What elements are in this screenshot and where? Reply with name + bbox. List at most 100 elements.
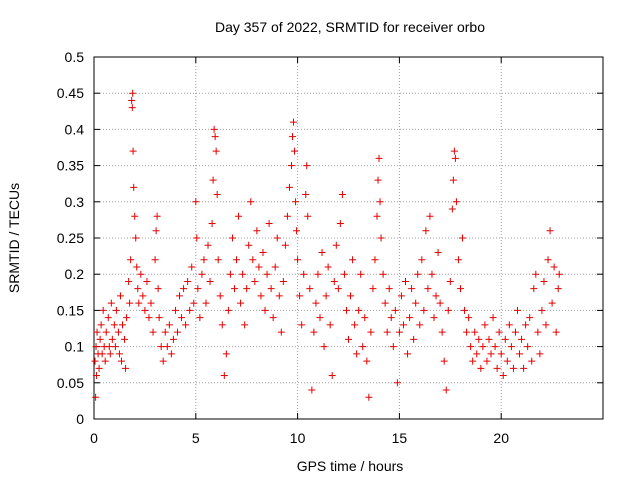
data-point (326, 321, 334, 329)
data-point (220, 372, 228, 380)
data-point (318, 248, 326, 256)
data-point (542, 321, 550, 329)
data-point (540, 277, 548, 285)
data-point (322, 292, 330, 300)
axis-ticks: 0 0.05 0.1 0.15 0.2 0.25 0.3 0.35 0.4 0.45 0.5 0 5 10… (57, 49, 603, 446)
data-point (243, 285, 251, 293)
data-point (257, 292, 265, 300)
data-point (143, 277, 151, 285)
y-tick-label: 0.2 (65, 266, 85, 282)
y-tick-label: 0.5 (65, 49, 85, 65)
data-point (154, 285, 162, 293)
data-point (149, 328, 157, 336)
data-point (395, 328, 403, 336)
data-point (351, 321, 359, 329)
data-point (379, 270, 387, 278)
data-point (391, 306, 399, 314)
data-point (434, 248, 442, 256)
data-point (369, 285, 377, 293)
data-point (117, 357, 125, 365)
data-point (130, 183, 138, 191)
data-point (121, 335, 129, 343)
data-point (347, 292, 355, 300)
data-point (194, 285, 202, 293)
data-point (294, 256, 302, 264)
data-point (487, 350, 495, 358)
data-point (275, 292, 283, 300)
data-point (115, 350, 123, 358)
data-point (277, 328, 285, 336)
data-point (554, 285, 562, 293)
data-point (291, 147, 299, 155)
data-point (228, 234, 236, 242)
y-tick-label: 0.45 (57, 85, 84, 101)
data-point (245, 241, 253, 249)
data-point (310, 328, 318, 336)
data-point (304, 212, 312, 220)
data-point (110, 321, 118, 329)
data-point (469, 357, 477, 365)
data-point (167, 350, 175, 358)
y-tick-label: 0.3 (65, 194, 85, 210)
data-point (139, 292, 147, 300)
data-point (161, 328, 169, 336)
data-point (483, 357, 491, 365)
y-tick-label: 0.15 (57, 302, 84, 318)
data-point (147, 299, 155, 307)
data-point (359, 343, 367, 351)
data-point (226, 270, 234, 278)
data-point (178, 314, 186, 322)
data-point (416, 321, 424, 329)
data-point (206, 277, 214, 285)
data-point (122, 364, 130, 372)
data-point (481, 321, 489, 329)
data-point (208, 220, 216, 228)
data-point (134, 285, 142, 293)
data-point (489, 314, 497, 322)
data-point (424, 285, 432, 293)
data-point (173, 328, 181, 336)
data-point (283, 212, 291, 220)
data-point (230, 285, 238, 293)
data-point (320, 343, 328, 351)
data-point (385, 285, 393, 293)
data-point (211, 133, 219, 141)
data-point (334, 285, 342, 293)
data-point (165, 321, 173, 329)
data-point (107, 299, 115, 307)
y-tick-label: 0.05 (57, 375, 84, 391)
data-point (287, 162, 295, 170)
data-point (410, 335, 418, 343)
data-point (509, 364, 517, 372)
y-axis-title: SRMTID / TECUs (6, 183, 22, 293)
data-point (184, 277, 192, 285)
data-point (132, 234, 140, 242)
data-point (363, 357, 371, 365)
data-point (127, 256, 135, 264)
data-point (461, 306, 469, 314)
data-point (249, 256, 257, 264)
data-point (233, 256, 241, 264)
data-point (432, 292, 440, 300)
data-point (438, 328, 446, 336)
data-point (365, 393, 373, 401)
data-point (336, 220, 344, 228)
data-point (202, 299, 210, 307)
data-point (550, 263, 558, 271)
data-point (123, 314, 131, 322)
data-point (155, 314, 163, 322)
data-point (328, 372, 336, 380)
data-point (314, 270, 322, 278)
data-point (408, 285, 416, 293)
data-point (485, 335, 493, 343)
data-point (444, 306, 452, 314)
y-tick-label: 0.35 (57, 158, 84, 174)
data-point (497, 350, 505, 358)
data-point (499, 372, 507, 380)
data-point (293, 227, 301, 235)
data-point (151, 256, 159, 264)
data-point (330, 277, 338, 285)
data-point (101, 357, 109, 365)
data-point (456, 285, 464, 293)
